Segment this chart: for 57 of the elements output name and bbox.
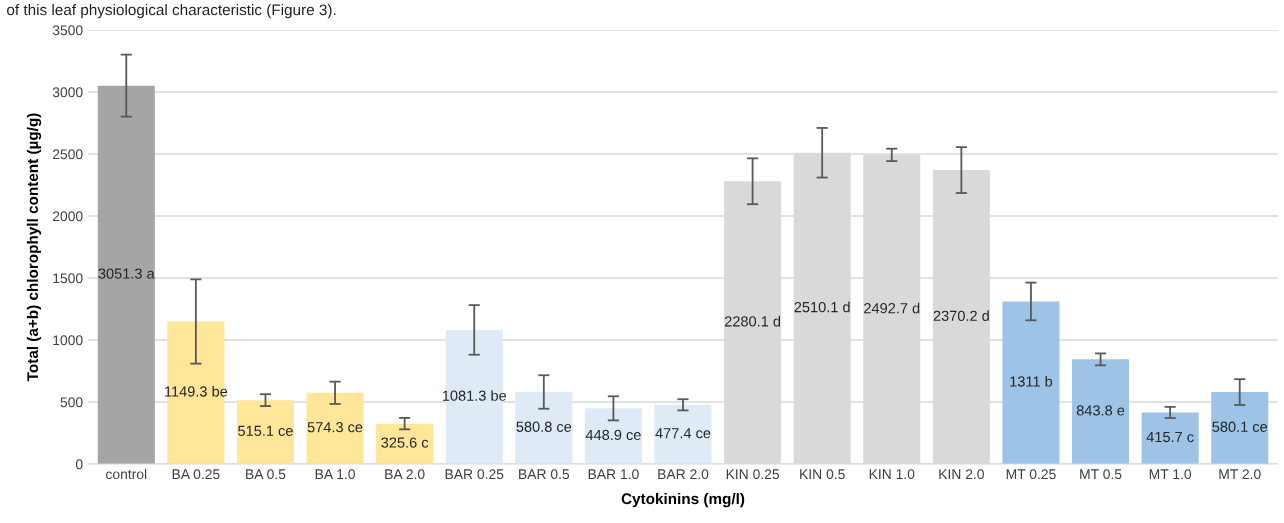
x-tick-label: BA 1.0: [315, 469, 355, 480]
data-label: 2492.7 d: [864, 302, 920, 314]
bar: [1141, 412, 1199, 464]
x-tick-label: BA 2.0: [385, 469, 425, 480]
data-label: 448.9 ce: [585, 429, 641, 441]
x-tick-label: KIN 1.0: [869, 469, 915, 480]
y-tick-label: 0: [75, 459, 83, 470]
x-tick-label: BAR 2.0: [658, 469, 709, 480]
x-tick-label: BAR 0.5: [519, 469, 570, 480]
y-axis-title: Total (a+b) chlorophyll content (µg/g): [26, 113, 42, 382]
bar: [1211, 392, 1269, 464]
x-axis-title: Cytokinins (mg/l): [621, 492, 745, 508]
x-tick-label: control: [106, 468, 147, 480]
x-tick-label: MT 2.0: [1219, 469, 1261, 480]
data-label: 580.1 ce: [1212, 421, 1268, 432]
x-tick-label: BAR 0.25: [445, 469, 504, 480]
data-label: 843.8 e: [1076, 405, 1125, 416]
bar: [515, 391, 573, 464]
data-label: 1149.3 be: [165, 385, 228, 397]
x-tick-label: BA 0.5: [246, 469, 286, 480]
data-label: 3051.3 a: [98, 268, 155, 279]
x-tick-label: KIN 0.5: [800, 469, 845, 480]
data-label: 1081.3 be: [442, 390, 507, 401]
data-label: 477.4 ce: [655, 428, 711, 439]
x-tick-label: MT 1.0: [1149, 469, 1192, 480]
bar: [167, 321, 225, 464]
bar: [1002, 301, 1060, 464]
x-tick-label: BAR 1.0: [588, 469, 639, 480]
bar: [236, 400, 294, 464]
y-tick-label: 2000: [52, 211, 83, 222]
y-tick-label: 2500: [52, 149, 83, 160]
data-label: 574.3 ce: [307, 421, 363, 433]
x-tick-label: KIN 2.0: [939, 469, 984, 480]
x-tick-label: MT 0.5: [1080, 469, 1122, 480]
y-tick-label: 500: [60, 397, 83, 408]
data-label: 515.1 ce: [238, 425, 293, 436]
y-tick-label: 3500: [52, 25, 83, 36]
x-tick-label: MT 0.25: [1006, 469, 1056, 480]
bar: [1072, 359, 1130, 464]
data-label: 1311 b: [1010, 375, 1053, 387]
data-label: 2280.1 d: [724, 315, 781, 327]
bar: [654, 404, 712, 464]
text: of this leaf physiological characteristic (Figure 3).: [7, 4, 336, 19]
y-tick-label: 3000: [52, 87, 83, 98]
data-label: 2370.2 d: [933, 310, 989, 321]
x-tick-label: KIN 0.25: [726, 469, 780, 480]
y-tick-label: 1500: [53, 273, 83, 284]
x-tick-label: BA 0.25: [172, 469, 220, 480]
y-tick-label: 1000: [53, 335, 83, 346]
bar: [376, 423, 434, 464]
bar: [584, 408, 642, 464]
data-label: 415.7 c: [1146, 431, 1194, 443]
bar: [306, 392, 364, 464]
data-label: 2510.1 d: [794, 301, 850, 313]
data-label: 325.6 c: [381, 437, 429, 448]
data-label: 580.8 ce: [516, 421, 572, 432]
bar: [97, 85, 155, 464]
